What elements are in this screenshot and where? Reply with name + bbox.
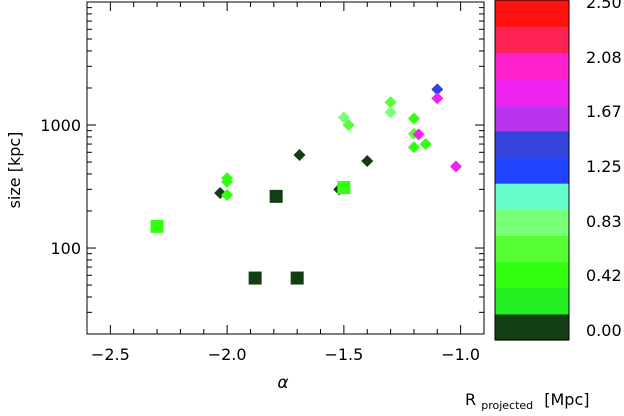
- colorbar-tick-label: 2.08: [586, 48, 622, 67]
- square-point: [150, 219, 164, 233]
- diamond-point: [431, 92, 444, 105]
- colorbar: 2.50 2.08 1.67 1.25 0.83 0.42 0.00: [494, 0, 622, 341]
- x-tick-label: −1.5: [324, 345, 363, 364]
- y-tick-label: 1000: [40, 116, 81, 135]
- diamond-point: [384, 96, 397, 109]
- diamond-point: [431, 83, 444, 96]
- diamond-point: [221, 188, 234, 201]
- diamond-point: [412, 128, 425, 141]
- colorbar-band: [495, 183, 569, 210]
- colorbar-band: [495, 104, 569, 132]
- diamond-point: [361, 154, 374, 167]
- colorbar-band: [495, 261, 569, 289]
- colorbar-band: [495, 235, 569, 263]
- x-tick-label: −2.0: [208, 345, 247, 364]
- colorbar-band: [495, 287, 569, 315]
- colorbar-band: [495, 78, 569, 106]
- colorbar-tick-label: 1.67: [586, 102, 622, 121]
- plot-frame: [86, 1, 485, 335]
- colorbar-band: [495, 156, 569, 184]
- x-tick-label: −1.0: [441, 345, 480, 364]
- square-point: [337, 181, 351, 195]
- diamond-point: [342, 119, 355, 132]
- square-point: [269, 189, 283, 203]
- colorbar-tick-label: 2.50: [586, 0, 622, 12]
- colorbar-band: [495, 209, 569, 236]
- colorbar-frame: [494, 0, 570, 341]
- diamond-point: [293, 149, 306, 162]
- plot-area: −2.5 −2.0 −1.5 −1.0 100 1000: [40, 1, 485, 364]
- diamond-point: [407, 141, 420, 154]
- colorbar-label-main: R: [465, 390, 476, 409]
- colorbar-band: [495, 313, 569, 341]
- square-point: [248, 271, 262, 285]
- diamond-point: [419, 138, 432, 151]
- x-axis-label: α: [277, 373, 288, 393]
- colorbar-band: [495, 0, 569, 27]
- colorbar-tick-label: 0.42: [586, 266, 622, 285]
- colorbar-label-sub: projected: [481, 399, 533, 412]
- colorbar-label: R projected [Mpc]: [465, 390, 590, 413]
- diamond-point: [221, 175, 234, 188]
- diamond-point: [449, 160, 462, 173]
- colorbar-tick-label: 1.25: [586, 157, 622, 176]
- diamond-point: [337, 111, 350, 124]
- square-point: [290, 271, 304, 285]
- diamond-point: [407, 112, 420, 125]
- colorbar-tick-label: 0.00: [586, 321, 622, 340]
- colorbar-band: [495, 52, 569, 80]
- x-tick-label: −2.5: [91, 345, 130, 364]
- colorbar-label-unit: [Mpc]: [544, 390, 589, 409]
- colorbar-band: [495, 26, 569, 53]
- y-axis-label: size [kpc]: [5, 132, 24, 209]
- diamond-point: [384, 106, 397, 119]
- colorbar-tick-label: 0.83: [586, 212, 622, 231]
- colorbar-band: [495, 130, 569, 158]
- y-tick-label: 100: [50, 239, 81, 258]
